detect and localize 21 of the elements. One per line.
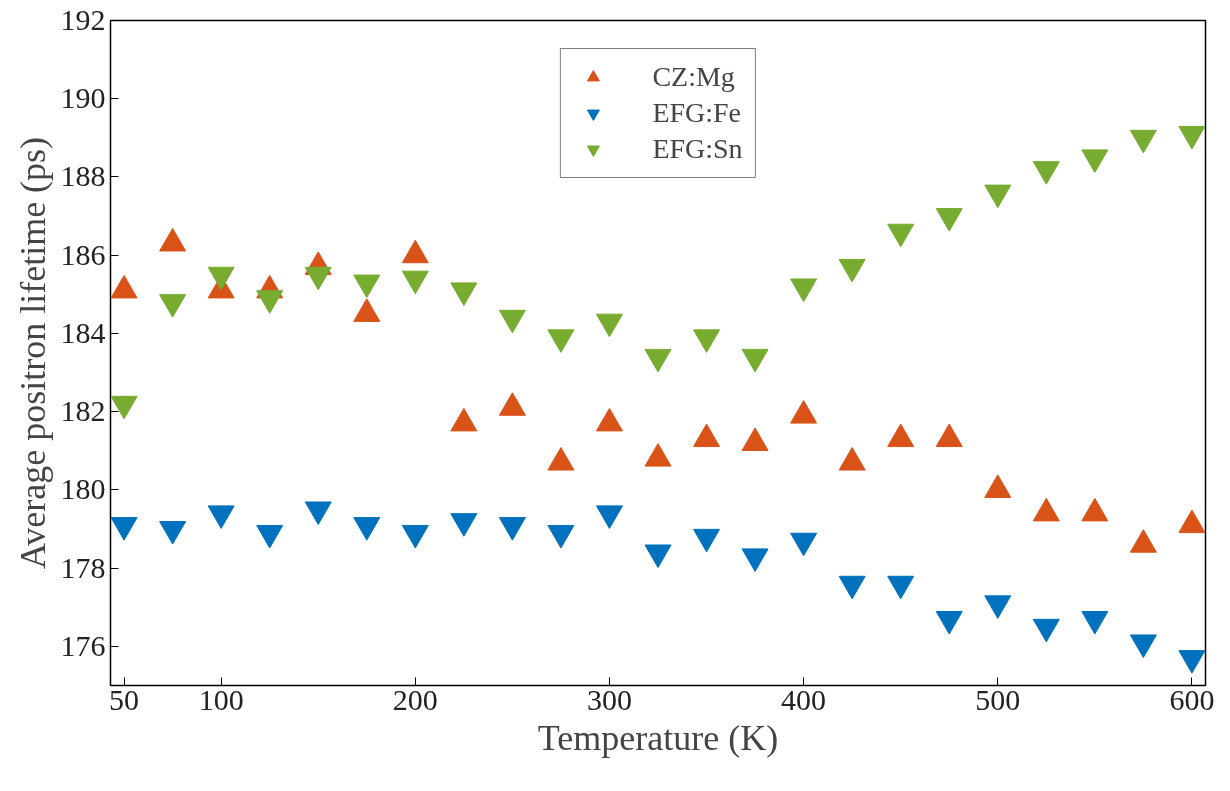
x-tick-label: 500 <box>975 682 1021 716</box>
legend-label: CZ:Mg <box>652 61 735 93</box>
y-tick-label: 186 <box>60 237 106 271</box>
legend-label: EFG:Fe <box>652 97 742 129</box>
y-tick-label: 176 <box>60 628 106 662</box>
y-tick-label: 178 <box>60 550 106 584</box>
x-tick-label: 600 <box>1169 682 1215 716</box>
y-axis-title: Average positron lifetime (ps) <box>12 136 53 570</box>
x-axis-title: Temperature (K) <box>537 717 779 758</box>
y-tick-label: 184 <box>60 315 106 349</box>
x-tick-label: 300 <box>586 682 632 716</box>
y-tick-label: 182 <box>60 394 106 428</box>
x-tick-label: 400 <box>781 682 827 716</box>
x-tick-label: 50 <box>109 682 140 716</box>
x-tick-label: 200 <box>392 682 438 716</box>
y-tick-label: 190 <box>60 81 106 115</box>
y-tick-label: 180 <box>60 472 106 506</box>
legend-label: EFG:Sn <box>652 133 743 165</box>
y-tick-label: 192 <box>60 3 106 36</box>
x-tick-label: 100 <box>198 682 244 716</box>
y-tick-label: 188 <box>60 159 106 193</box>
